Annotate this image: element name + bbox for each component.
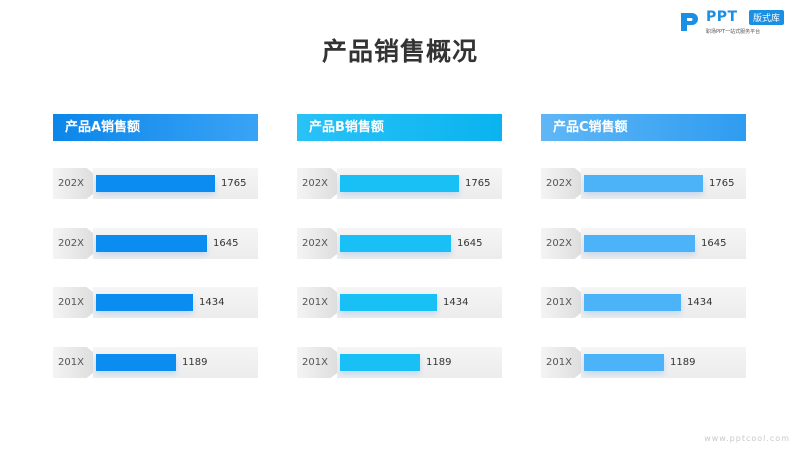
bar (340, 294, 437, 311)
chart-panel-c: 产品C销售额 202X 1765 202X 1645 201X 1434 201X 1189 (541, 114, 746, 378)
bar-row: 202X 1645 (297, 228, 502, 259)
value-label: 1189 (670, 357, 696, 368)
bar-row: 202X 1645 (541, 228, 746, 259)
bar-row: 201X 1189 (53, 347, 258, 378)
bar (584, 294, 681, 311)
brand-logo: PPT 版式库 职场PPT一站式服务平台 (678, 8, 794, 38)
category-label: 201X (541, 287, 581, 318)
value-label: 1645 (701, 238, 727, 249)
bar-row: 202X 1765 (297, 168, 502, 199)
category-label: 201X (53, 287, 93, 318)
bar (96, 235, 207, 252)
bar (584, 354, 664, 371)
chart-panel-b: 产品B销售额 202X 1765 202X 1645 201X 1434 201X 1189 (297, 114, 502, 378)
bar-row: 202X 1645 (53, 228, 258, 259)
bar (584, 235, 695, 252)
bar-row: 201X 1189 (541, 347, 746, 378)
bar (96, 294, 193, 311)
category-label: 201X (297, 347, 337, 378)
category-label: 202X (53, 228, 93, 259)
value-label: 1765 (465, 178, 491, 189)
chart-panel-a: 产品A销售额 202X 1765 202X 1645 201X 1434 201X 1189 (53, 114, 258, 378)
value-label: 1645 (457, 238, 483, 249)
ppt-logo-icon (681, 13, 698, 31)
value-label: 1189 (426, 357, 452, 368)
value-label: 1765 (221, 178, 247, 189)
value-label: 1189 (182, 357, 208, 368)
category-label: 202X (53, 168, 93, 199)
value-label: 1434 (443, 297, 469, 308)
value-label: 1434 (199, 297, 225, 308)
category-label: 202X (541, 168, 581, 199)
logo-slogan: 职场PPT一站式服务平台 (706, 29, 761, 35)
bar (96, 354, 176, 371)
category-label: 202X (297, 228, 337, 259)
bar-row: 202X 1765 (541, 168, 746, 199)
bar-row: 202X 1765 (53, 168, 258, 199)
bar (340, 175, 459, 192)
bar (584, 175, 703, 192)
chart-title-c: 产品C销售额 (541, 114, 746, 141)
category-label: 202X (541, 228, 581, 259)
value-label: 1645 (213, 238, 239, 249)
footer-url: www.pptcool.com (704, 434, 790, 443)
bar-row: 201X 1434 (53, 287, 258, 318)
bar (96, 175, 215, 192)
bar (340, 235, 451, 252)
bar-row: 201X 1434 (297, 287, 502, 318)
bar-row: 201X 1189 (297, 347, 502, 378)
page-title: 产品销售概况 (321, 37, 478, 66)
bar-row: 201X 1434 (541, 287, 746, 318)
chart-title-b: 产品B销售额 (297, 114, 502, 141)
category-label: 202X (297, 168, 337, 199)
category-label: 201X (541, 347, 581, 378)
bar (340, 354, 420, 371)
logo-brand-text: PPT (706, 9, 738, 25)
value-label: 1434 (687, 297, 713, 308)
value-label: 1765 (709, 178, 735, 189)
chart-title-a: 产品A销售额 (53, 114, 258, 141)
category-label: 201X (53, 347, 93, 378)
category-label: 201X (297, 287, 337, 318)
logo-badge: 版式库 (749, 10, 785, 25)
